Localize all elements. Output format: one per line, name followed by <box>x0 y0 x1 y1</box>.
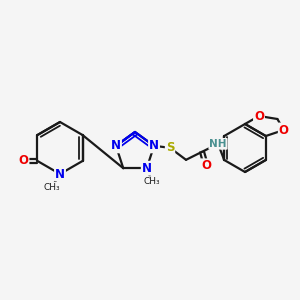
Text: CH₃: CH₃ <box>44 182 60 191</box>
Text: O: O <box>279 124 289 136</box>
Text: S: S <box>166 141 174 154</box>
Text: CH₃: CH₃ <box>143 177 160 186</box>
Text: N: N <box>55 167 65 181</box>
Text: O: O <box>19 154 28 167</box>
Text: N: N <box>142 162 152 175</box>
Text: O: O <box>201 159 211 172</box>
Text: N: N <box>149 139 159 152</box>
Text: NH: NH <box>209 139 227 149</box>
Text: N: N <box>111 139 121 152</box>
Text: O: O <box>254 110 264 122</box>
